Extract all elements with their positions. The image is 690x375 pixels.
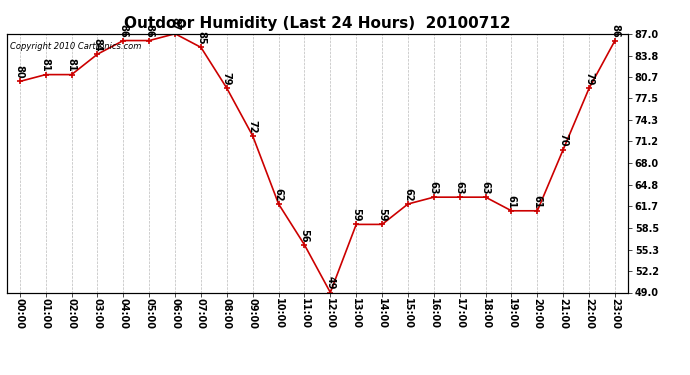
Text: 49: 49 [326,276,335,290]
Text: 61: 61 [506,195,516,208]
Text: 80: 80 [15,65,25,79]
Text: 87: 87 [170,17,180,31]
Text: 72: 72 [248,120,257,133]
Text: 86: 86 [144,24,154,38]
Text: 56: 56 [299,228,309,242]
Text: 59: 59 [377,208,387,222]
Title: Outdoor Humidity (Last 24 Hours)  20100712: Outdoor Humidity (Last 24 Hours) 2010071… [124,16,511,31]
Text: 61: 61 [533,195,542,208]
Text: Copyright 2010 Cartronics.com: Copyright 2010 Cartronics.com [10,42,141,51]
Text: 84: 84 [92,38,102,51]
Text: 62: 62 [274,188,284,201]
Text: 81: 81 [41,58,50,72]
Text: 63: 63 [455,181,464,194]
Text: 81: 81 [67,58,77,72]
Text: 86: 86 [119,24,128,38]
Text: 70: 70 [558,133,568,147]
Text: 63: 63 [481,181,491,194]
Text: 79: 79 [584,72,594,86]
Text: 63: 63 [429,181,439,194]
Text: 59: 59 [351,208,361,222]
Text: 79: 79 [222,72,232,86]
Text: 85: 85 [196,31,206,45]
Text: 86: 86 [610,24,620,38]
Text: 62: 62 [403,188,413,201]
